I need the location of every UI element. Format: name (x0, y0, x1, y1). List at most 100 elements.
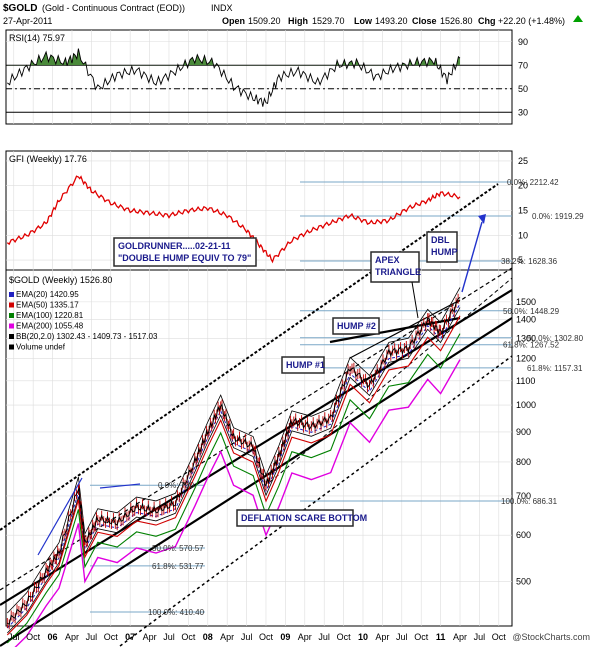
high-value: 1529.70 (312, 16, 345, 26)
watermark: @StockCharts.com (512, 632, 590, 642)
ema200-line (9, 359, 461, 652)
x-tick-label: 10 (358, 632, 368, 642)
x-tick-label: Jul (396, 632, 408, 642)
price-tick-label: 500 (516, 577, 531, 587)
gfi-tick-label: 5 (518, 255, 523, 265)
chart-date: 27-Apr-2011 (3, 16, 52, 26)
hump-rise-arrow-2 (99, 483, 141, 489)
x-tick-label: Apr (375, 632, 389, 642)
deflation-note-box (236, 509, 354, 527)
x-tick-label: Oct (259, 632, 274, 642)
gfi-legend: GFI (Weekly) 17.76 (9, 154, 87, 164)
trend-line (349, 299, 461, 359)
hump2-note-box (332, 317, 380, 335)
gfi-line (6, 175, 461, 264)
x-tick-label: Apr (220, 632, 234, 642)
legend-swatch (9, 344, 14, 350)
apex-triangle-note-text: TRIANGLE (375, 267, 421, 277)
x-tick-label: Apr (65, 632, 79, 642)
hump2-note-text: HUMP #2 (337, 321, 376, 331)
x-tick-label: Apr (143, 632, 157, 642)
apex-pointer (411, 281, 419, 319)
legend-entry: BB(20,2.0) 1302.43 - 1409.73 - 1517.03 (16, 332, 158, 341)
legend-entry: EMA(100) 1220.81 (16, 311, 84, 320)
high-label: High (288, 16, 308, 26)
chg-label: Chg (478, 16, 496, 26)
fib-label: 0.0%: 2212.42 (507, 178, 559, 187)
open-label: Open (222, 16, 245, 26)
price-tick-label: 1200 (516, 354, 536, 364)
legend-entry: Volume undef (16, 343, 66, 352)
x-tick-label: Jul (86, 632, 98, 642)
symbol-name: (Gold - Continuous Contract (EOD)) (42, 3, 185, 13)
x-tick-label: Apr (453, 632, 467, 642)
x-tick-label: Jul (318, 632, 330, 642)
bb-lower-line (7, 307, 461, 634)
apex-triangle-note-text: APEX (375, 255, 400, 265)
fib-label: 61.8%: 1267.52 (503, 341, 560, 350)
rsi-tick-label: 70 (518, 60, 528, 70)
legend-swatch (9, 323, 14, 329)
close-label: Close (412, 16, 437, 26)
fib-label: 0.0%: 730 (158, 481, 195, 490)
fib-label: 100.0%: 410.40 (148, 608, 205, 617)
close-value: 1526.80 (440, 16, 473, 26)
ema50-line (6, 315, 461, 636)
deflation-note-text: DEFLATION SCARE BOTTOM (241, 513, 367, 523)
goldrunner-note-text: GOLDRUNNER.....02-21-11 (118, 241, 231, 251)
fib-label: 100.0%: 686.31 (501, 497, 558, 506)
fib-label: 50.0%: 1448.29 (503, 307, 560, 316)
x-tick-label: Oct (26, 632, 41, 642)
gfi-tick-label: 25 (518, 156, 528, 166)
trend-line (0, 317, 513, 647)
gfi-tick-label: 20 (518, 181, 528, 191)
legend-swatch (9, 334, 14, 339)
x-tick-label: Oct (414, 632, 429, 642)
price-tick-label: 800 (516, 457, 531, 467)
fib-label: 0.0%: 1919.29 (532, 212, 584, 221)
fib-label: 61.8%: 531.77 (152, 562, 204, 571)
gfi-tick-label: 15 (518, 206, 528, 216)
open-value: 1509.20 (248, 16, 281, 26)
price-tick-label: 1500 (516, 297, 536, 307)
price-tick-label: 900 (516, 427, 531, 437)
up-triangle-icon (573, 15, 583, 22)
price-legend-title: $GOLD (Weekly) 1526.80 (9, 275, 112, 285)
chg-value: +22.20 (+1.48%) (498, 16, 565, 26)
legend-swatch (9, 292, 14, 297)
price-tick-label: 700 (516, 491, 531, 501)
trend-line (329, 316, 461, 344)
low-value: 1493.20 (375, 16, 408, 26)
legend-entry: EMA(50) 1335.17 (16, 301, 79, 310)
legend-entry: EMA(200) 1055.48 (16, 322, 84, 331)
fib-label: 38.2%: 1628.36 (501, 257, 558, 266)
projection-arrowhead-icon (478, 214, 486, 224)
bb-upper-line (7, 287, 461, 614)
x-tick-label: Jul (241, 632, 253, 642)
dbl-hump-note-text: HUMP (431, 247, 458, 257)
trend-line (0, 183, 499, 531)
price-tick-label: 600 (516, 530, 531, 540)
legend-swatch (9, 313, 14, 318)
rsi-legend: RSI(14) 75.97 (9, 33, 65, 43)
legend-entry: EMA(20) 1420.95 (16, 290, 79, 299)
apex-triangle-note-box (370, 251, 420, 283)
x-tick-label: Oct (492, 632, 507, 642)
x-tick-label: Jul (8, 632, 20, 642)
price-tick-label: 1100 (516, 376, 535, 386)
trend-line (269, 277, 513, 483)
hump1-note-text: HUMP #1 (286, 360, 325, 370)
rsi-overbought-fill (7, 48, 461, 66)
hump1-note-box (281, 356, 325, 374)
x-tick-label: 09 (280, 632, 290, 642)
x-tick-label: Oct (181, 632, 196, 642)
price-panel (5, 269, 513, 627)
projection-arrow (461, 221, 483, 293)
rsi-tick-label: 30 (518, 107, 528, 117)
rsi-tick-label: 90 (518, 37, 528, 47)
fib-label: 50.0%: 570.57 (152, 544, 204, 553)
fib-label: 61.8%: 1157.31 (527, 364, 583, 373)
x-tick-label: Oct (337, 632, 352, 642)
